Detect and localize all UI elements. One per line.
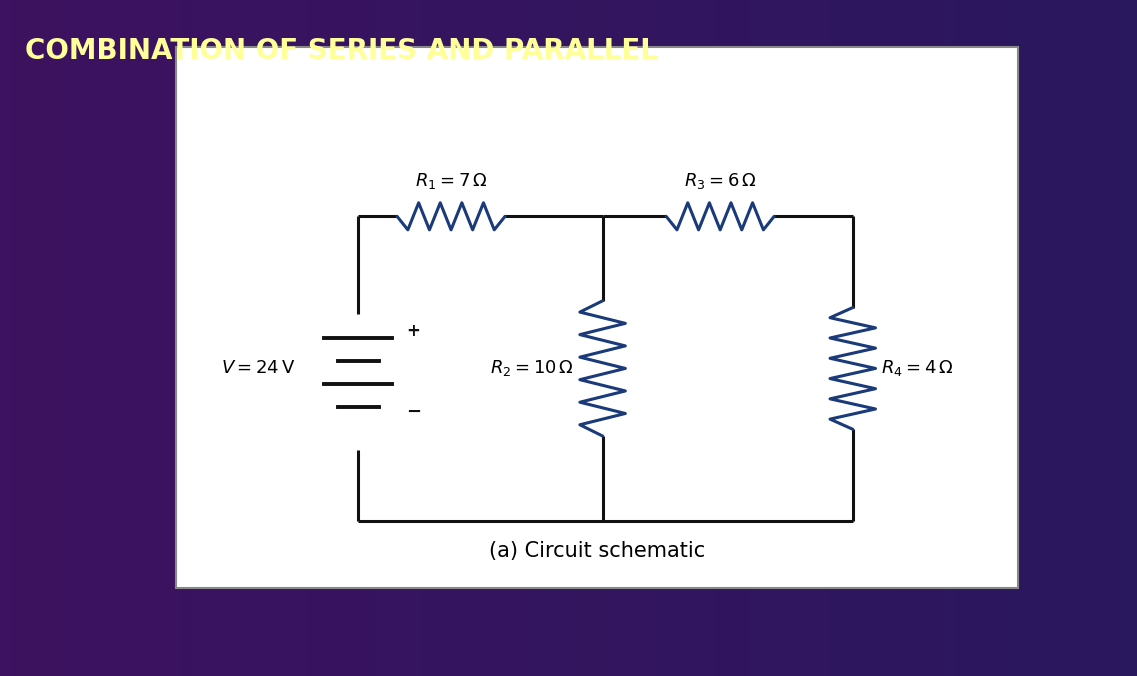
Text: $V = 24\,\mathrm{V}$: $V = 24\,\mathrm{V}$ (222, 360, 296, 377)
Text: $R_2 = 10\,\Omega$: $R_2 = 10\,\Omega$ (490, 358, 574, 379)
Text: $R_1 = 7\,\Omega$: $R_1 = 7\,\Omega$ (415, 170, 488, 191)
Text: −: − (406, 404, 421, 421)
Bar (176, 47, 1018, 588)
Text: COMBINATION OF SERIES AND PARALLEL: COMBINATION OF SERIES AND PARALLEL (25, 37, 658, 65)
Text: (a) Circuit schematic: (a) Circuit schematic (489, 541, 705, 561)
Text: $R_4 = 4\,\Omega$: $R_4 = 4\,\Omega$ (881, 358, 954, 379)
Text: +: + (406, 322, 420, 340)
Text: $R_3 = 6\,\Omega$: $R_3 = 6\,\Omega$ (684, 170, 756, 191)
